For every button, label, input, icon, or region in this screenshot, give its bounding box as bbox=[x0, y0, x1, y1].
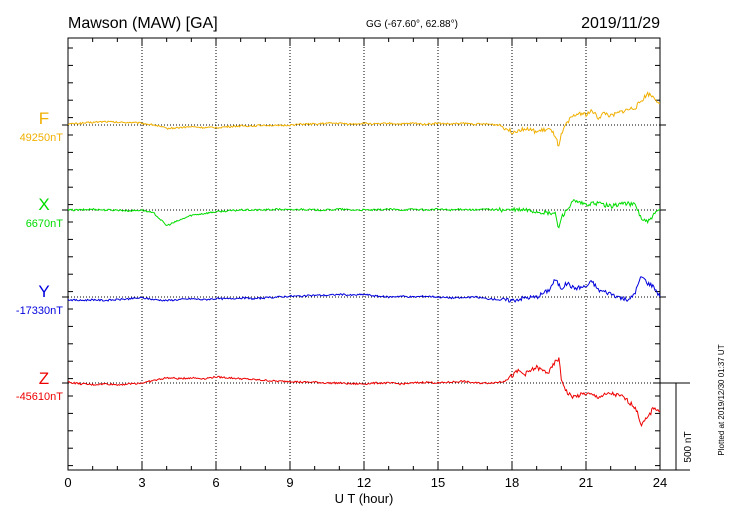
baseline-label-x: 6670nT bbox=[26, 218, 64, 230]
series-labels: F 49250nT X 6670nT Y -17330nT Z -45610nT bbox=[16, 109, 63, 403]
baseline-label-y: -17330nT bbox=[16, 305, 63, 317]
series-line-f bbox=[67, 91, 661, 147]
date-label: 2019/11/29 bbox=[581, 15, 660, 32]
x-axis-ticks: 0 3 6 9 12 15 18 21 24 bbox=[64, 38, 667, 490]
x-tick-label-6: 6 bbox=[212, 475, 219, 490]
series-name-z: Z bbox=[39, 369, 49, 388]
series-name-f: F bbox=[39, 109, 49, 128]
y-minor-ticks bbox=[68, 47, 660, 467]
x-tick-label-9: 9 bbox=[286, 475, 293, 490]
x-tick-label-24: 24 bbox=[653, 475, 667, 490]
series-line-y bbox=[67, 276, 661, 303]
plotted-note: Plotted at 2019/12/30 01:37 UT bbox=[717, 344, 726, 455]
series-line-z bbox=[67, 357, 661, 428]
series-name-x: X bbox=[38, 195, 49, 214]
series-name-y: Y bbox=[38, 282, 49, 301]
series-line-x bbox=[67, 199, 661, 229]
component-baselines bbox=[62, 124, 666, 384]
x-tick-label-3: 3 bbox=[138, 475, 145, 490]
coordinates-label: GG (-67.60°, 62.88°) bbox=[366, 19, 458, 30]
x-tick-label-0: 0 bbox=[64, 475, 71, 490]
baseline-label-z: -45610nT bbox=[16, 391, 63, 403]
series-lines bbox=[67, 91, 661, 428]
x-tick-label-18: 18 bbox=[505, 475, 519, 490]
x-tick-label-12: 12 bbox=[357, 475, 371, 490]
scale-bar-label: 500 nT bbox=[683, 431, 694, 462]
baseline-label-f: 49250nT bbox=[20, 132, 64, 144]
x-tick-label-15: 15 bbox=[431, 475, 445, 490]
x-axis-title: U T (hour) bbox=[335, 491, 394, 506]
station-title: Mawson (MAW) [GA] bbox=[68, 15, 218, 32]
vertical-gridlines bbox=[141, 38, 587, 470]
scale-bar: 500 nT bbox=[654, 382, 694, 471]
x-tick-label-21: 21 bbox=[579, 475, 593, 490]
